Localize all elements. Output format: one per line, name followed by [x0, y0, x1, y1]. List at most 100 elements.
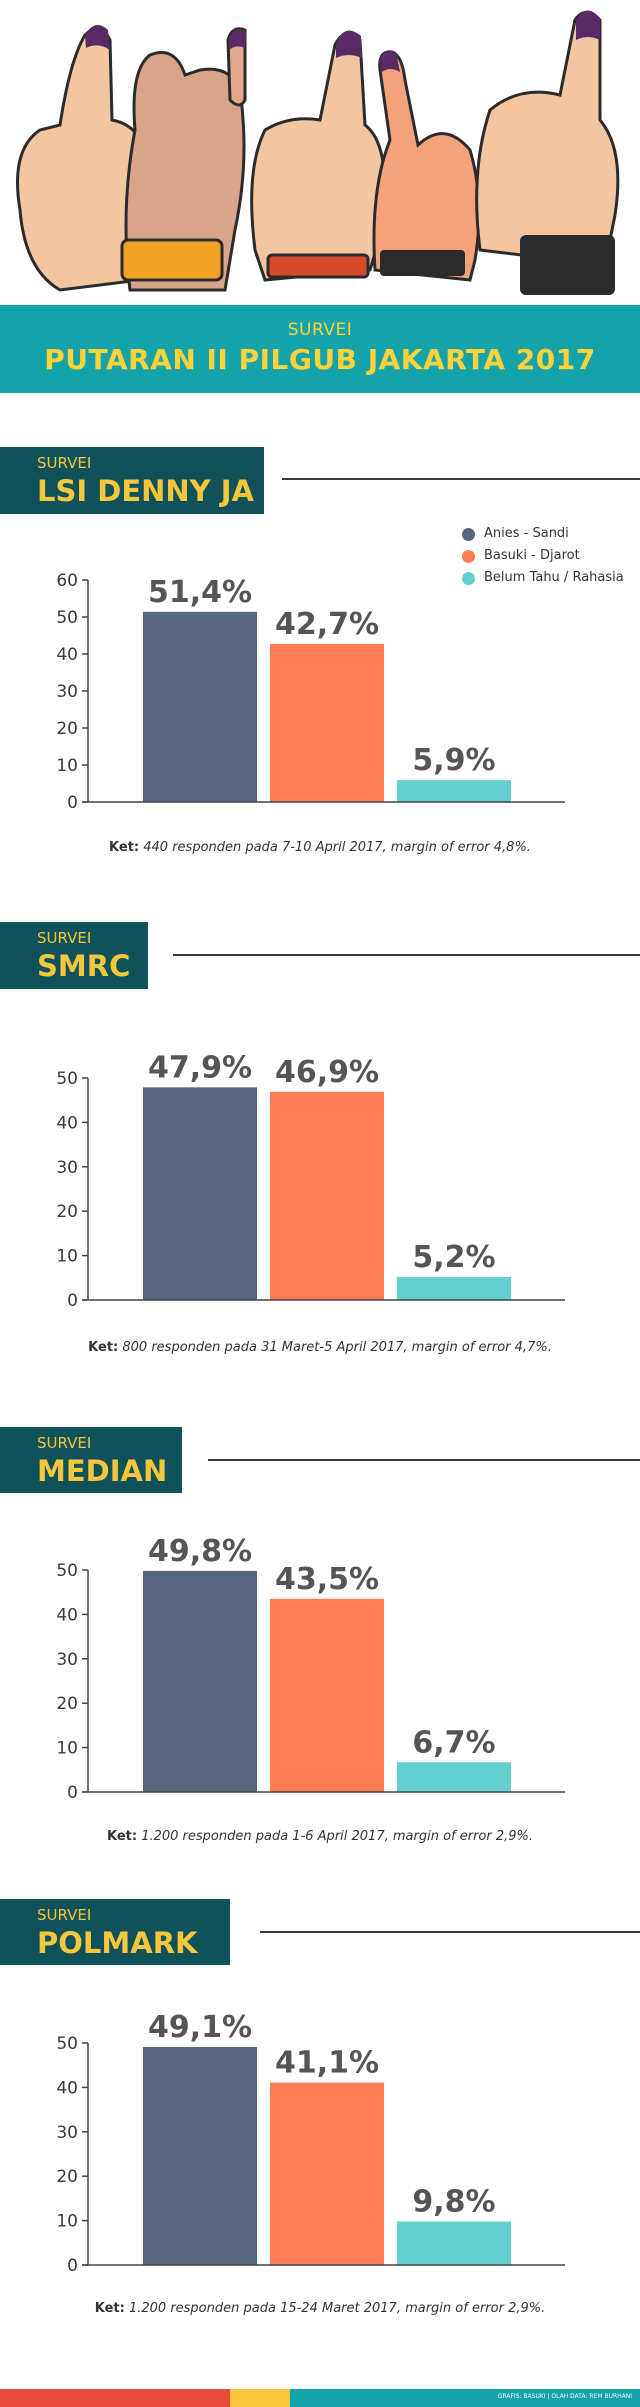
bar-value-label: 5,9%	[412, 743, 495, 778]
section-header-smrc: SURVEI SMRC	[0, 922, 148, 989]
note-text: 1.200 responden pada 1-6 April 2017, mar…	[141, 1829, 534, 1844]
bar-2	[270, 1091, 384, 1300]
y-tick-label: 60	[56, 571, 78, 591]
section-kicker: SURVEI	[37, 454, 92, 472]
y-tick-label: 10	[56, 756, 78, 776]
banner-title: PUTARAN II PILGUB JAKARTA 2017	[44, 343, 596, 376]
chart-note-smrc: Ket: 800 responden pada 31 Maret-5 April…	[0, 1340, 640, 1355]
bar-value-label: 49,8%	[148, 1534, 252, 1569]
note-text: 800 responden pada 31 Maret-5 April 2017…	[122, 1340, 552, 1355]
bar-1	[143, 2046, 257, 2265]
note-label: Ket:	[94, 2301, 125, 2316]
legend-label: Anies - Sandi	[484, 526, 569, 541]
y-tick-label: 30	[56, 1158, 78, 1178]
bar-value-label: 47,9%	[148, 1050, 252, 1085]
bar-1	[143, 611, 257, 802]
bar-value-label: 46,9%	[275, 1055, 379, 1090]
hand-5	[475, 10, 620, 295]
y-tick-label: 10	[56, 2212, 78, 2232]
bar-value-label: 6,7%	[412, 1725, 495, 1760]
bar-3	[397, 1762, 511, 1792]
y-tick-label: 20	[56, 1202, 78, 1222]
legend: Anies - Sandi Basuki - Djarot Belum Tahu…	[462, 525, 640, 591]
raised-fingers-illustration	[16, 10, 620, 295]
y-tick-label: 50	[56, 1561, 78, 1581]
section-divider-line	[173, 954, 640, 956]
bar-2	[270, 1598, 384, 1792]
note-label: Ket:	[109, 840, 140, 855]
y-tick-label: 40	[56, 1605, 78, 1625]
bar-value-label: 51,4%	[148, 575, 252, 610]
section-header-polmark: SURVEI POLMARK	[0, 1899, 230, 1965]
bar-value-label: 5,2%	[412, 1240, 495, 1275]
footer-stripe-red	[0, 2389, 230, 2407]
chart-note-median: Ket: 1.200 responden pada 1-6 April 2017…	[0, 1829, 640, 1844]
section-kicker: SURVEI	[37, 1906, 92, 1924]
footer-stripe: GRAFIS: BASUKI | OLAH DATA: REM BURHANI	[0, 2389, 640, 2407]
section-kicker: SURVEI	[37, 929, 92, 947]
y-tick-label: 50	[56, 2034, 78, 2054]
y-tick-label: 30	[56, 682, 78, 702]
bar-3	[397, 780, 511, 802]
y-tick-label: 20	[56, 1694, 78, 1714]
legend-swatch	[462, 550, 475, 563]
bar-value-label: 43,5%	[275, 1562, 379, 1597]
bar-3	[397, 1276, 511, 1300]
footer-stripe-teal	[290, 2389, 640, 2407]
y-tick-label: 0	[67, 793, 78, 813]
y-tick-label: 20	[56, 719, 78, 739]
chart-note-lsi: Ket: 440 responden pada 7-10 April 2017,…	[0, 840, 640, 855]
footer-stripe-yellow	[230, 2389, 290, 2407]
section-title: MEDIAN	[37, 1454, 168, 1488]
y-tick-label: 10	[56, 1247, 78, 1267]
section-divider-line	[208, 1459, 640, 1461]
chart-note-polmark: Ket: 1.200 responden pada 15-24 Maret 20…	[0, 2301, 640, 2316]
hand-3	[250, 30, 387, 282]
y-tick-label: 20	[56, 2167, 78, 2187]
section-title: LSI DENNY JA	[37, 474, 255, 508]
section-header-median: SURVEI MEDIAN	[0, 1427, 182, 1493]
hero-illustration	[0, 0, 640, 305]
bar-value-label: 9,8%	[412, 2184, 495, 2219]
bar-1	[143, 1570, 257, 1792]
note-label: Ket:	[88, 1340, 119, 1355]
banner-kicker: SURVEI	[287, 320, 353, 340]
footer-credit: GRAFIS: BASUKI | OLAH DATA: REM BURHANI	[497, 2393, 632, 2400]
section-divider-line	[260, 1931, 640, 1933]
legend-label: Belum Tahu / Rahasia	[484, 570, 624, 585]
bar-value-label: 49,1%	[148, 2010, 252, 2045]
hand-2	[120, 27, 247, 292]
y-tick-label: 40	[56, 645, 78, 665]
legend-swatch	[462, 528, 475, 541]
section-kicker: SURVEI	[37, 1434, 92, 1452]
y-tick-label: 50	[56, 608, 78, 628]
bar-2	[270, 2082, 384, 2265]
hand-1	[16, 25, 155, 292]
note-text: 440 responden pada 7-10 April 2017, marg…	[143, 840, 531, 855]
bar-value-label: 41,1%	[275, 2046, 379, 2081]
y-tick-label: 50	[56, 1069, 78, 1089]
y-tick-label: 10	[56, 1739, 78, 1759]
title-banner: SURVEI PUTARAN II PILGUB JAKARTA 2017	[0, 305, 640, 393]
bar-2	[270, 644, 384, 802]
legend-swatch	[462, 572, 475, 585]
y-tick-label: 30	[56, 1650, 78, 1670]
bar-1	[143, 1087, 257, 1300]
section-header-lsi: SURVEI LSI DENNY JA	[0, 447, 264, 514]
bar-value-label: 42,7%	[275, 607, 379, 642]
section-title: SMRC	[37, 949, 131, 983]
hand-4	[372, 50, 481, 282]
section-divider-line	[282, 478, 640, 480]
y-tick-label: 40	[56, 2078, 78, 2098]
y-tick-label: 0	[67, 1291, 78, 1311]
bar-3	[397, 2221, 511, 2265]
note-label: Ket:	[106, 1829, 138, 1844]
y-tick-label: 40	[56, 1113, 78, 1133]
y-tick-label: 0	[67, 1783, 78, 1803]
y-tick-label: 0	[67, 2256, 78, 2276]
section-title: POLMARK	[37, 1926, 198, 1960]
